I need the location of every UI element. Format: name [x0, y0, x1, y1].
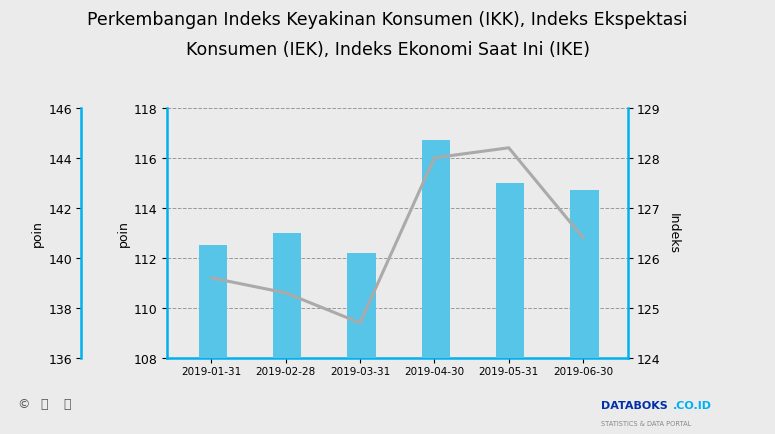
- Bar: [496, 183, 525, 434]
- Bar: [570, 191, 598, 434]
- Text: ⓘ: ⓘ: [40, 397, 48, 410]
- Text: DATABOKS: DATABOKS: [601, 400, 667, 410]
- Bar: [198, 246, 227, 434]
- Y-axis label: poin: poin: [116, 220, 129, 247]
- Bar: [347, 253, 376, 434]
- Y-axis label: poin: poin: [31, 220, 44, 247]
- Bar: [273, 233, 301, 434]
- Text: Perkembangan Indeks Keyakinan Konsumen (IKK), Indeks Ekspektasi: Perkembangan Indeks Keyakinan Konsumen (…: [88, 11, 687, 29]
- Bar: [422, 141, 450, 434]
- Y-axis label: Indeks: Indeks: [667, 213, 680, 254]
- Text: Konsumen (IEK), Indeks Ekonomi Saat Ini (IKE): Konsumen (IEK), Indeks Ekonomi Saat Ini …: [185, 41, 590, 59]
- Text: STATISTICS & DATA PORTAL: STATISTICS & DATA PORTAL: [601, 420, 691, 426]
- Text: .CO.ID: .CO.ID: [673, 400, 711, 410]
- Text: ©: ©: [17, 397, 29, 410]
- Text: ⓢ: ⓢ: [64, 397, 71, 410]
